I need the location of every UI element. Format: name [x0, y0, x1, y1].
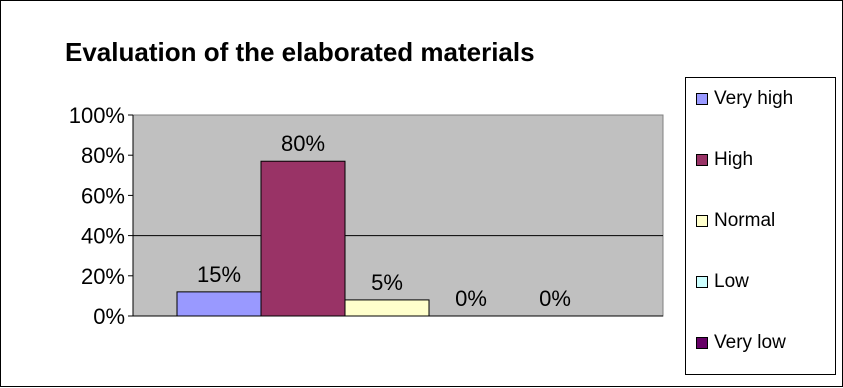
legend-item-low: Low [696, 271, 749, 293]
chart-title: Evaluation of the elaborated materials [65, 37, 535, 67]
data-label-very-low: 0% [539, 286, 571, 311]
data-labels: 15% 80% 5% 0% 0% [197, 131, 571, 311]
data-label-high: 80% [281, 131, 325, 156]
y-axis: 0% 20% 40% 60% 80% 100% [69, 103, 663, 329]
plot-area [132, 114, 664, 317]
legend-item-very-high: Very high [696, 88, 793, 110]
y-tick-label: 0% [93, 304, 125, 329]
legend-label: Very low [714, 332, 786, 353]
data-label-low: 0% [455, 286, 487, 311]
y-tick-label: 20% [81, 264, 125, 289]
legend-swatch [696, 276, 708, 288]
legend-swatch [696, 215, 708, 227]
legend-item-normal: Normal [696, 210, 775, 232]
legend-label: Normal [714, 210, 776, 231]
y-tick-label: 40% [81, 224, 125, 249]
data-label-normal: 5% [371, 270, 403, 295]
legend-item-high: High [696, 149, 753, 171]
y-tick-label: 80% [81, 143, 125, 168]
bar-very-high [176, 291, 262, 317]
y-tick-label: 60% [81, 183, 125, 208]
bar-high [260, 160, 346, 317]
legend-swatch [696, 337, 708, 349]
bars [176, 160, 430, 317]
legend-label: High [714, 149, 754, 170]
legend-label: Low [714, 271, 749, 292]
legend-label: Very high [714, 88, 794, 109]
y-tick-label: 100% [69, 103, 125, 128]
legend: Very high High Normal Low Very low [685, 77, 836, 375]
legend-swatch [696, 93, 708, 105]
data-label-very-high: 15% [197, 262, 241, 287]
legend-swatch [696, 154, 708, 166]
bar-normal [344, 299, 430, 317]
legend-item-very-low: Very low [696, 332, 786, 354]
